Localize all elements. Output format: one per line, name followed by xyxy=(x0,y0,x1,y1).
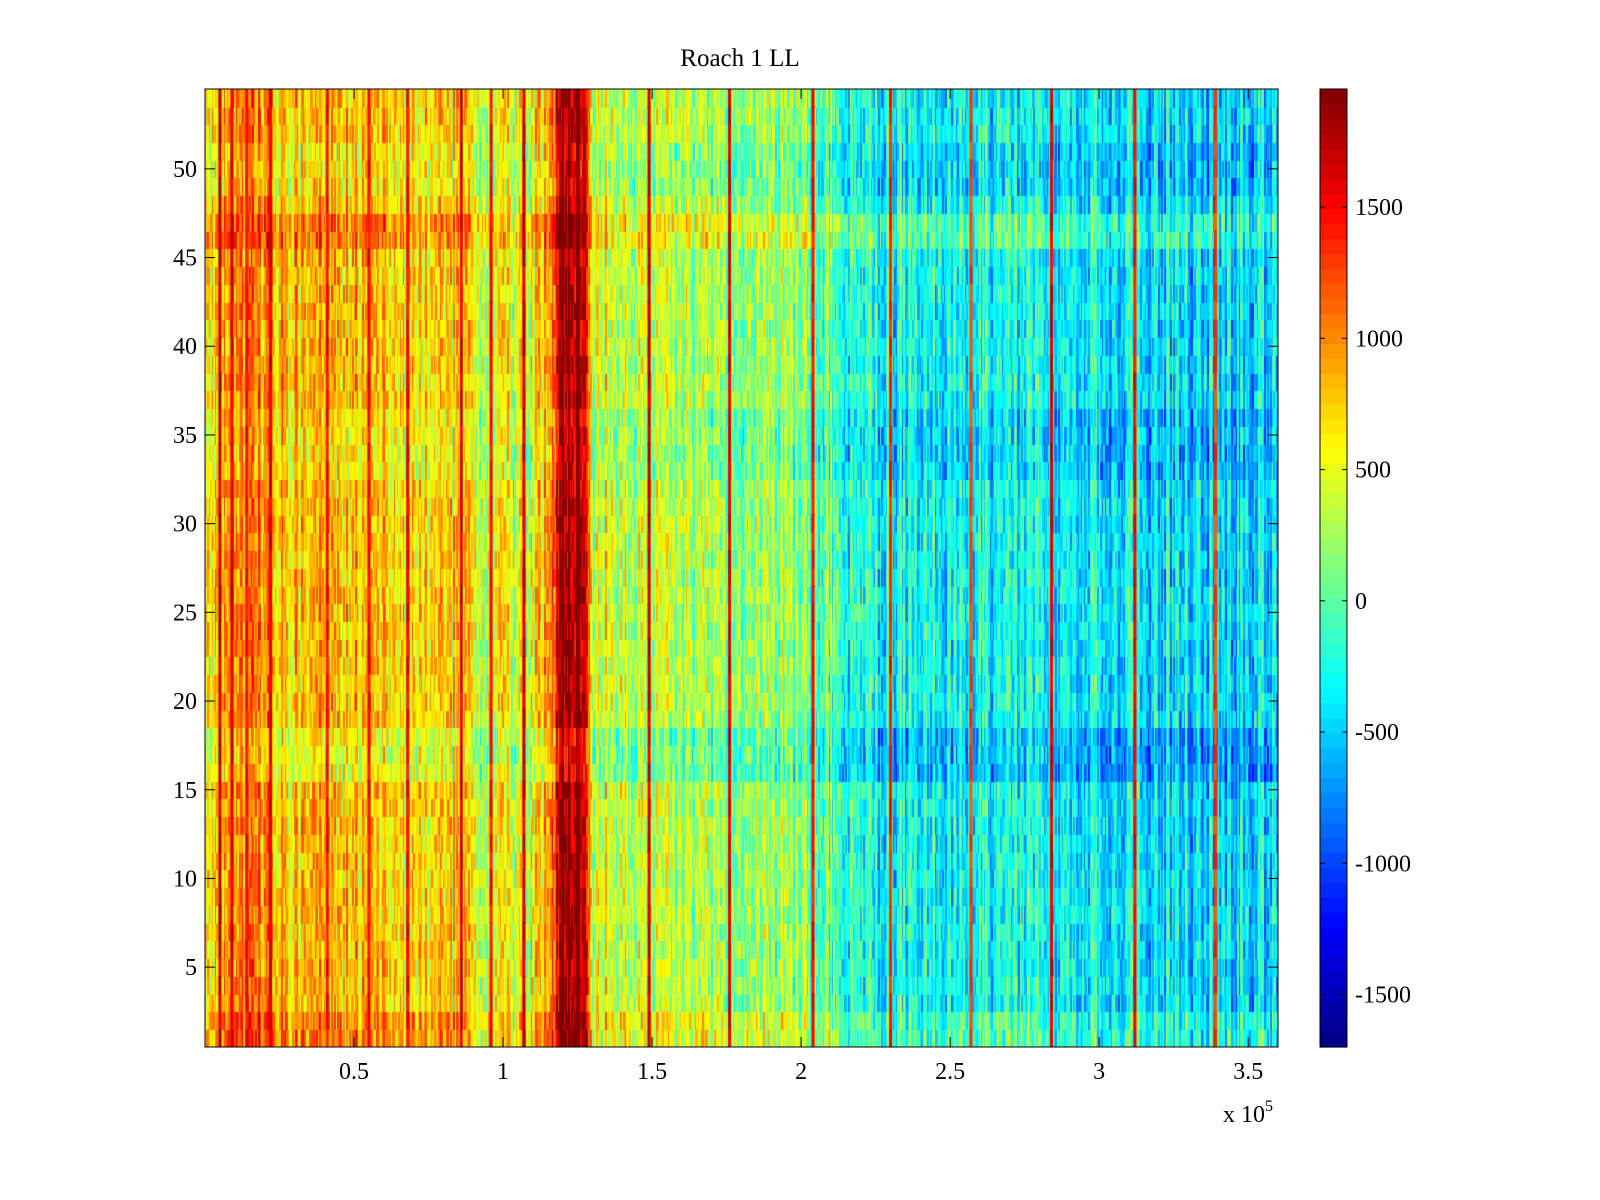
colorbar-segment xyxy=(1320,448,1347,464)
x-tick-label: 3 xyxy=(1093,1059,1105,1085)
colorbar-segment xyxy=(1320,223,1347,240)
colorbar-segment xyxy=(1320,568,1347,584)
x-tick-label: 1.5 xyxy=(637,1059,667,1085)
x-tick-label: 2.5 xyxy=(935,1059,965,1085)
colorbar-segment xyxy=(1320,897,1347,913)
x-tick-label: 2 xyxy=(795,1059,807,1085)
colorbar-segment xyxy=(1320,1032,1347,1048)
x-tick-label: 1 xyxy=(497,1059,509,1085)
colorbar-segment xyxy=(1320,747,1347,764)
colorbar-tick-label: 1500 xyxy=(1355,195,1403,221)
colorbar-tick-label: -1000 xyxy=(1355,851,1411,877)
colorbar-segment xyxy=(1320,89,1347,105)
colorbar-segment xyxy=(1320,343,1347,360)
x-axis: 0.5 1 1.5 2 2.5 3 3.5 xyxy=(339,89,1263,1085)
colorbar-segment xyxy=(1320,313,1347,330)
x-tick-label: 0.5 xyxy=(339,1059,369,1085)
plot-frame xyxy=(204,88,1279,1048)
colorbar-segment xyxy=(1320,523,1347,539)
y-tick-label: 50 xyxy=(173,157,197,183)
colorbar-segment xyxy=(1320,133,1347,150)
colorbar-segment xyxy=(1320,927,1347,943)
heatmap-cells xyxy=(205,89,1278,1047)
colorbar-segment xyxy=(1320,1017,1347,1033)
colorbar-segment xyxy=(1320,732,1347,749)
colorbar-frame xyxy=(1319,88,1348,1048)
colorbar-segment xyxy=(1320,433,1347,449)
colorbar-segment xyxy=(1320,328,1347,345)
colorbar-segment xyxy=(1320,283,1347,300)
colorbar-segment xyxy=(1320,912,1347,928)
colorbar-segment xyxy=(1320,103,1347,120)
colorbar-segment xyxy=(1320,403,1347,419)
y-tick-label: 20 xyxy=(173,689,197,715)
colorbar-segment xyxy=(1320,762,1347,779)
colorbar-segment xyxy=(1320,987,1347,1003)
colorbar-segment xyxy=(1320,717,1347,734)
colorbar-tick-label: 1000 xyxy=(1355,326,1403,352)
colorbar-tick-label: -1500 xyxy=(1355,983,1411,1009)
y-tick-label: 45 xyxy=(173,246,197,272)
colorbar-tick-label: -500 xyxy=(1355,720,1399,746)
colorbar-segment xyxy=(1320,268,1347,285)
colorbar-segment xyxy=(1320,612,1347,629)
colorbar-segment xyxy=(1320,388,1347,404)
colorbar-segment xyxy=(1320,208,1347,225)
colorbar-segment xyxy=(1320,358,1347,375)
colorbar-segment xyxy=(1320,193,1347,210)
colorbar-segment xyxy=(1320,657,1347,674)
colorbar-segment xyxy=(1320,238,1347,255)
colorbar-segment xyxy=(1320,867,1347,883)
colorbar-tick-label: 500 xyxy=(1355,458,1391,484)
colorbar-segment xyxy=(1320,837,1347,854)
colorbar-segment xyxy=(1320,792,1347,809)
colorbar-segment xyxy=(1320,972,1347,988)
colorbar-segment xyxy=(1320,553,1347,569)
colorbar-segment xyxy=(1320,418,1347,434)
colorbar-segment xyxy=(1320,463,1347,479)
colorbar-segment xyxy=(1320,493,1347,509)
colorbar-segment xyxy=(1320,672,1347,689)
colorbar-segment xyxy=(1320,597,1347,614)
colorbar-segment xyxy=(1320,687,1347,704)
colorbar-segment xyxy=(1320,942,1347,958)
colorbar-segment xyxy=(1320,373,1347,389)
y-tick-label: 35 xyxy=(173,423,197,449)
colorbar-segment xyxy=(1320,582,1347,599)
colorbar-tick-label: 0 xyxy=(1355,589,1367,615)
y-tick-label: 10 xyxy=(173,866,197,892)
y-axis: 5 10 15 20 25 30 35 40 45 50 xyxy=(173,157,1278,981)
colorbar-segment xyxy=(1320,702,1347,719)
colorbar-segment xyxy=(1320,148,1347,165)
colorbar-segment xyxy=(1320,957,1347,973)
colorbar-segment xyxy=(1320,807,1347,824)
heatmap-plot-area xyxy=(204,88,1279,1048)
colorbar-segment xyxy=(1320,822,1347,839)
colorbar-segment xyxy=(1320,777,1347,794)
colorbar-segment xyxy=(1320,1002,1347,1018)
colorbar-segment xyxy=(1320,627,1347,644)
y-tick-label: 5 xyxy=(185,955,197,981)
colorbar-segment xyxy=(1320,642,1347,659)
colorbar-segment xyxy=(1320,163,1347,180)
colorbar-segment xyxy=(1320,538,1347,554)
colorbar-axis: 1500 1000 500 0 -500 -1000 -1500 xyxy=(1320,195,1411,1009)
y-tick-label: 30 xyxy=(173,512,197,538)
x-axis-exponent-label: x 105 xyxy=(1223,1098,1273,1128)
colorbar-segment xyxy=(1320,298,1347,315)
y-tick-label: 40 xyxy=(173,334,197,360)
colorbar-segment xyxy=(1320,253,1347,270)
colorbar-segment xyxy=(1320,178,1347,195)
colorbar-segment xyxy=(1320,118,1347,135)
colorbar-segment xyxy=(1320,882,1347,898)
chart-title: Roach 1 LL xyxy=(680,45,799,72)
x-tick-label: 3.5 xyxy=(1233,1059,1263,1085)
y-tick-label: 15 xyxy=(173,778,197,804)
y-tick-label: 25 xyxy=(173,600,197,626)
colorbar-segment xyxy=(1320,508,1347,524)
colorbar xyxy=(1319,88,1348,1048)
colorbar-segment xyxy=(1320,852,1347,868)
colorbar-segment xyxy=(1320,478,1347,494)
